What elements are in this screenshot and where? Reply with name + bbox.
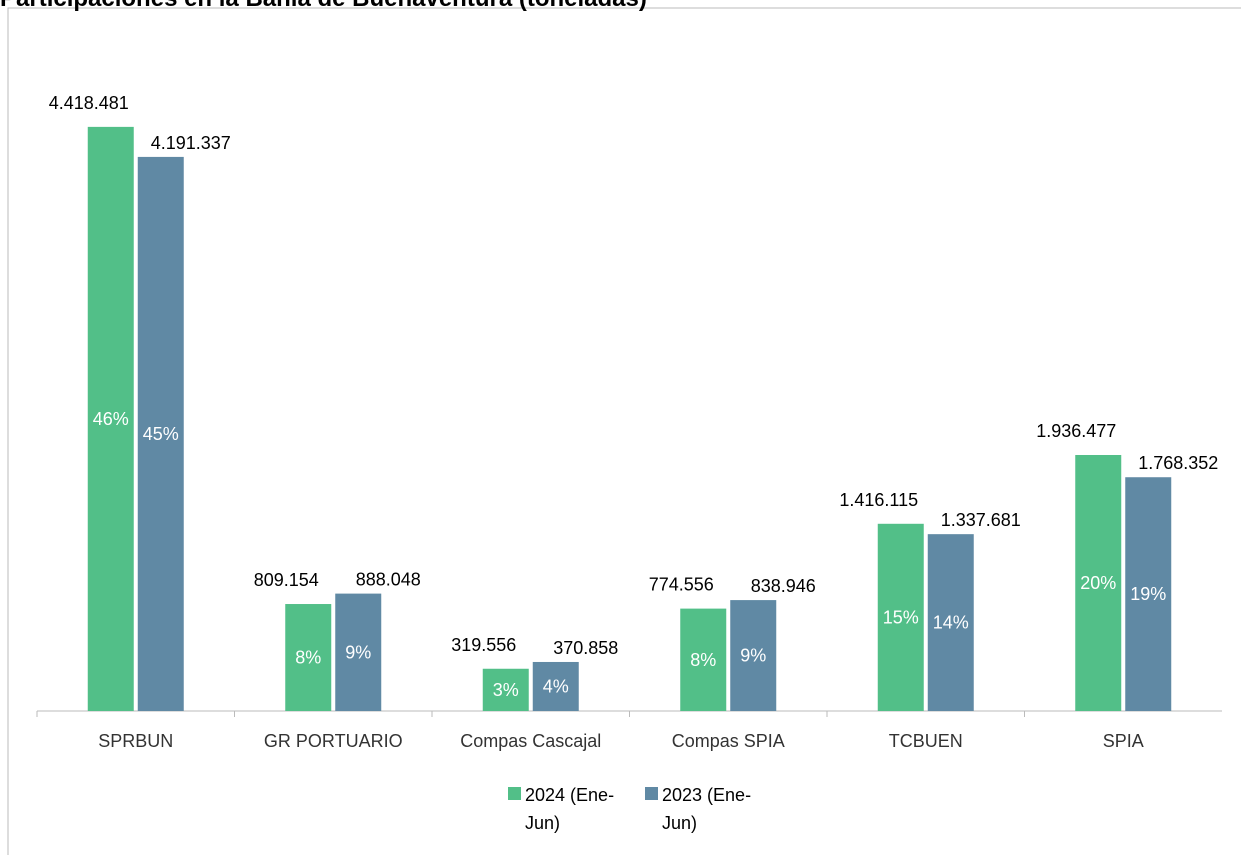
share-label: 14%	[933, 613, 969, 633]
x-tick-label: Compas Cascajal	[460, 731, 601, 751]
x-tick-label: SPRBUN	[98, 731, 173, 751]
bar	[87, 126, 134, 711]
bar	[877, 523, 924, 711]
share-label: 9%	[345, 642, 371, 662]
bar	[285, 604, 332, 711]
share-label: 8%	[690, 650, 716, 670]
share-label: 9%	[740, 646, 766, 666]
bar	[927, 534, 974, 711]
chart-title: Participaciones en la Bahía de Buenavent…	[0, 0, 647, 12]
share-label: 4%	[543, 676, 569, 696]
value-label: 809.154	[254, 570, 319, 590]
share-label: 19%	[1130, 584, 1166, 604]
share-label: 8%	[295, 648, 321, 668]
value-label: 319.556	[451, 635, 516, 655]
share-label: 20%	[1080, 573, 1116, 593]
bar	[1075, 454, 1122, 711]
bar	[730, 600, 777, 711]
x-tick-label: SPIA	[1103, 731, 1144, 751]
legend-item: 2024 (Ene-Jun)	[508, 781, 625, 837]
bar	[532, 661, 579, 711]
chart-frame	[7, 7, 1241, 855]
value-label: 4.418.481	[49, 93, 129, 113]
value-label: 1.416.115	[839, 490, 918, 510]
value-label: 838.946	[751, 576, 816, 596]
bar	[1125, 477, 1172, 711]
legend-swatch	[645, 787, 658, 800]
x-tick-label: TCBUEN	[889, 731, 963, 751]
value-label: 1.768.352	[1138, 453, 1218, 473]
bar	[482, 668, 529, 711]
value-label: 888.048	[356, 570, 421, 590]
share-label: 15%	[883, 607, 919, 627]
share-label: 3%	[493, 680, 519, 700]
legend-item: 2023 (Ene-Jun)	[645, 781, 762, 837]
value-label: 370.858	[553, 638, 618, 658]
legend-label: 2024 (Ene-Jun)	[525, 785, 615, 833]
value-label: 1.337.681	[941, 510, 1021, 530]
legend-label: 2023 (Ene-Jun)	[662, 785, 752, 833]
x-tick-label: GR PORTUARIO	[264, 731, 403, 751]
legend-swatch	[508, 787, 521, 800]
x-tick-label: Compas SPIA	[672, 731, 785, 751]
value-label: 774.556	[649, 575, 714, 595]
share-label: 45%	[143, 424, 179, 444]
share-label: 46%	[93, 409, 129, 429]
value-label: 1.936.477	[1036, 421, 1116, 441]
bar	[680, 608, 727, 711]
bar	[137, 156, 184, 711]
value-label: 4.191.337	[151, 133, 231, 153]
bar	[335, 593, 382, 711]
